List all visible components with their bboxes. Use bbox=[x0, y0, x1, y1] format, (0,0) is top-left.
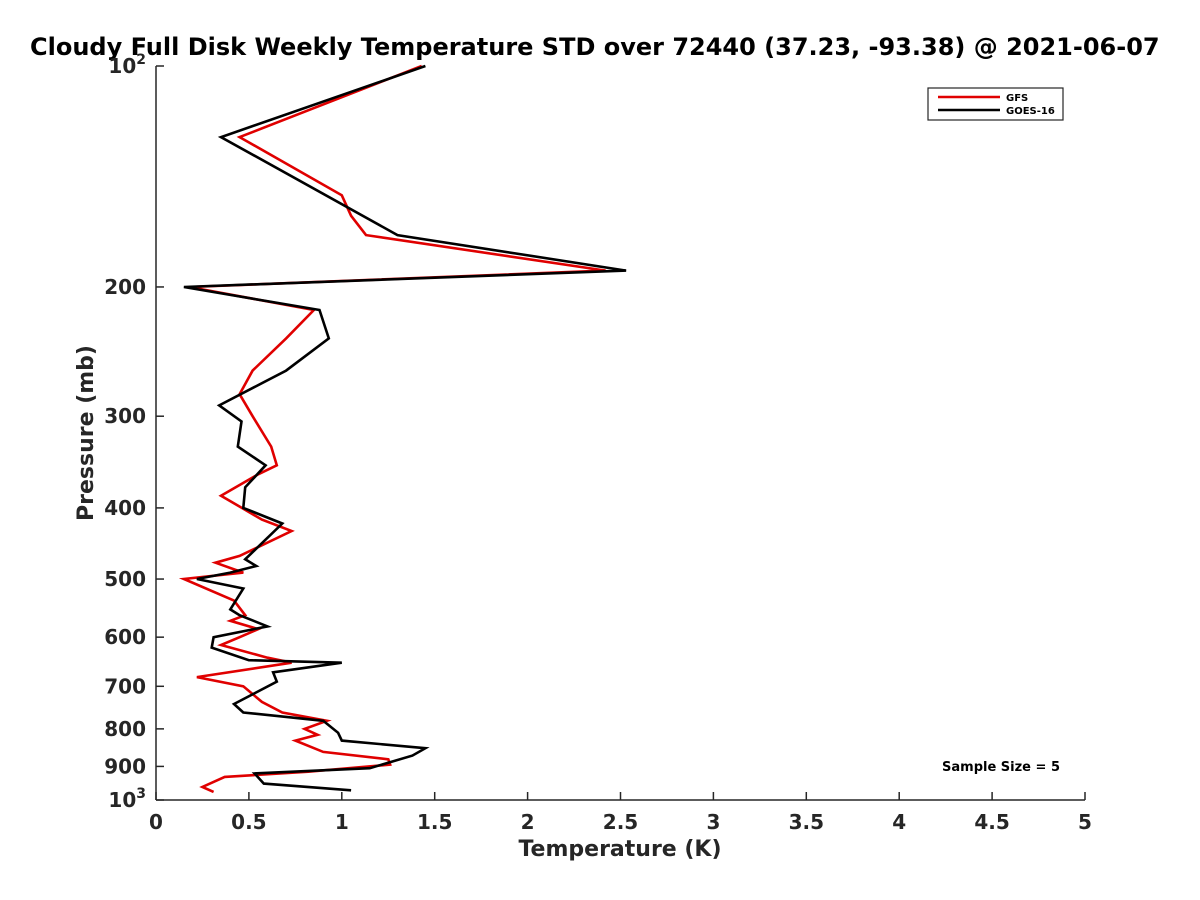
legend-label: GOES-16 bbox=[1006, 106, 1055, 117]
axes: 0 0.5 1 1.5 2 2.5 3 3.5 4 4.5 5 102 200 300 400 500 600 7… bbox=[104, 52, 1092, 834]
y-tick-label: 400 bbox=[104, 496, 146, 520]
y-tick-label: 700 bbox=[104, 674, 146, 698]
sample-size-annotation: Sample Size = 5 bbox=[942, 760, 1060, 775]
legend: GFS GOES-16 bbox=[927, 87, 1064, 121]
x-tick-label: 5 bbox=[1078, 810, 1092, 834]
x-tick-label: 3 bbox=[706, 810, 720, 834]
y-tick-label: 800 bbox=[104, 717, 146, 741]
legend-label: GFS bbox=[1006, 93, 1028, 104]
y-tick-label: 300 bbox=[104, 404, 146, 428]
x-tick-label: 2 bbox=[521, 810, 535, 834]
x-tick-label: 4 bbox=[892, 810, 906, 834]
series-line-gfs bbox=[178, 64, 606, 794]
y-tick-label: 103 bbox=[108, 786, 146, 812]
y-axis-label: Pressure (mb) bbox=[74, 345, 99, 521]
series-lines bbox=[178, 64, 627, 794]
x-tick-label: 0 bbox=[149, 810, 163, 834]
x-tick-label: 2.5 bbox=[603, 810, 638, 834]
x-tick-label: 4.5 bbox=[974, 810, 1009, 834]
y-tick-label: 200 bbox=[104, 275, 146, 299]
x-tick-label: 3.5 bbox=[789, 810, 824, 834]
legend-box bbox=[927, 87, 1064, 121]
series-line-goes-16 bbox=[183, 64, 627, 792]
x-tick-label: 0.5 bbox=[231, 810, 266, 834]
y-tick-label: 900 bbox=[104, 754, 146, 778]
y-tick-label: 102 bbox=[108, 52, 146, 78]
chart-title: Cloudy Full Disk Weekly Temperature STD … bbox=[30, 33, 1160, 61]
y-tick-label: 600 bbox=[104, 625, 146, 649]
x-tick-label: 1.5 bbox=[417, 810, 452, 834]
y-tick-label: 500 bbox=[104, 567, 146, 591]
x-tick-label: 1 bbox=[335, 810, 349, 834]
x-axis-label: Temperature (K) bbox=[518, 837, 721, 862]
